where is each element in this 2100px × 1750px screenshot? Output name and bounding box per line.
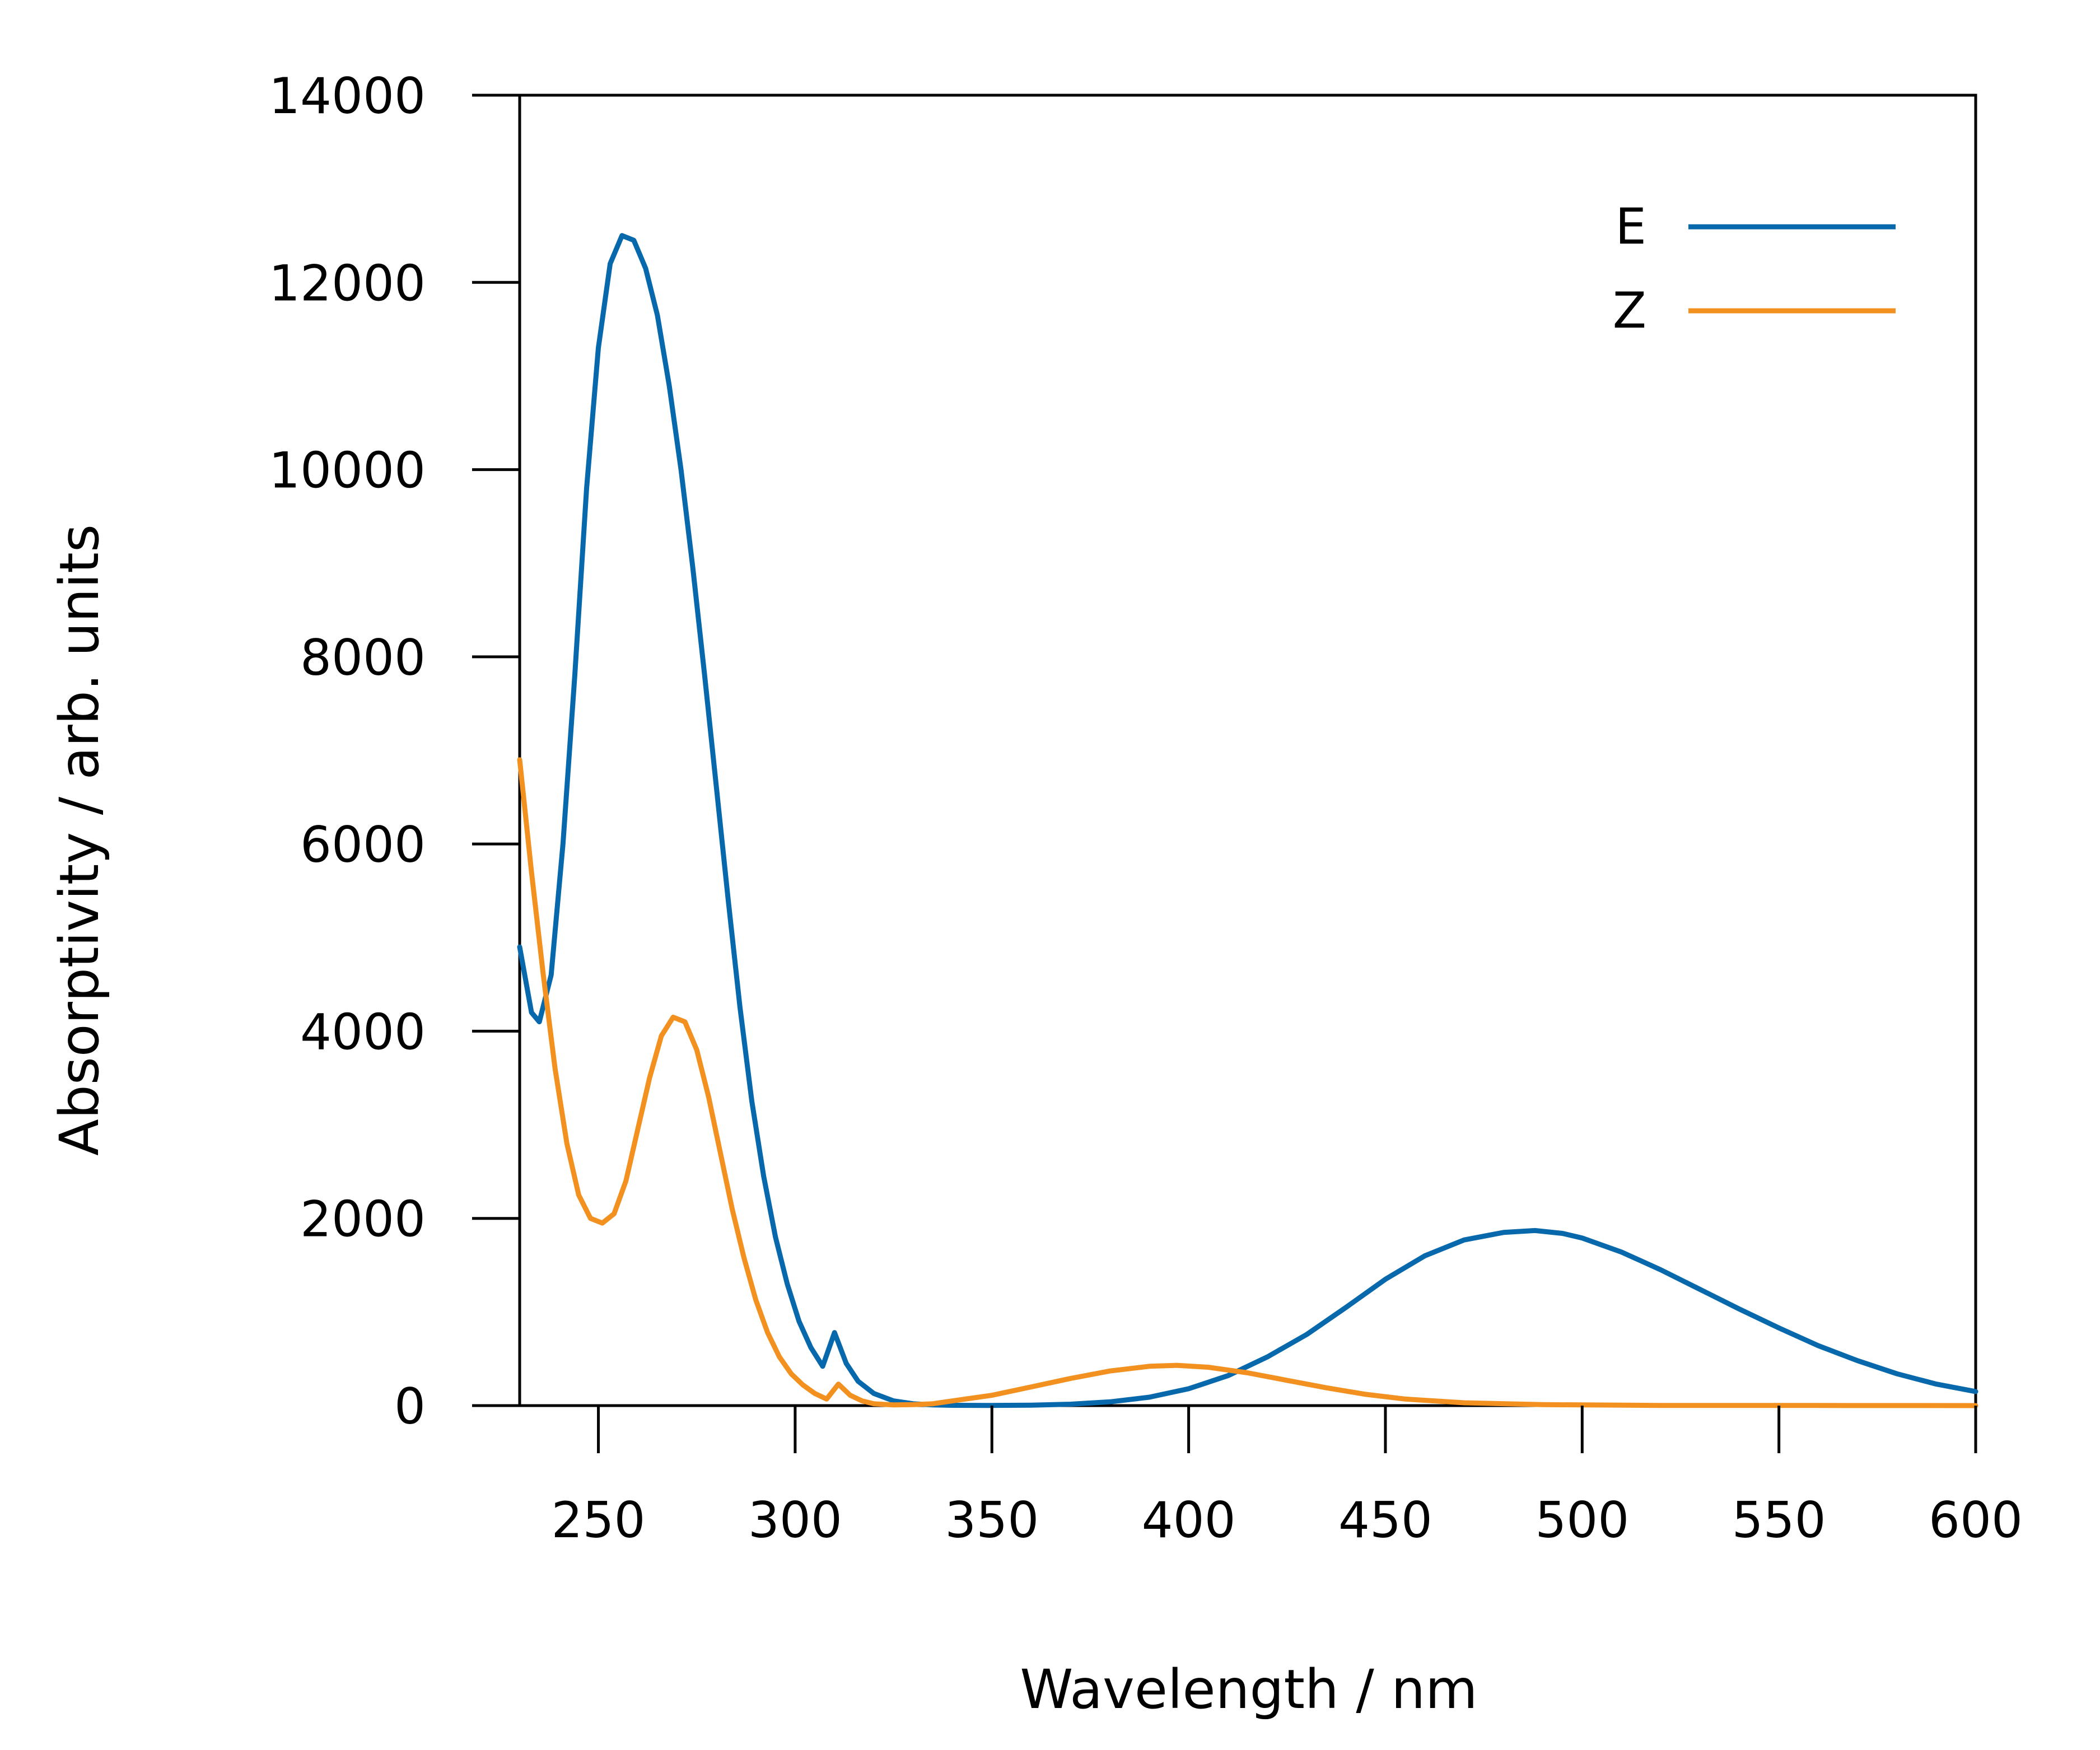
x-tick-label: 350 xyxy=(945,1491,1039,1549)
x-tick-label: 250 xyxy=(552,1491,646,1549)
y-tick-label: 8000 xyxy=(300,629,426,687)
series-line-e xyxy=(517,233,1978,1408)
y-tick-label: 4000 xyxy=(300,1003,426,1061)
plot-frame xyxy=(518,94,1977,1407)
legend-label-e: E xyxy=(1615,198,1646,255)
x-axis-title: Wavelength / nm xyxy=(1020,1658,1477,1721)
x-tick-label: 400 xyxy=(1142,1491,1236,1549)
plot-area-border xyxy=(518,94,1977,1407)
series-line-z xyxy=(517,757,1978,1408)
y-tick-label: 14000 xyxy=(269,67,426,125)
x-tick-label: 550 xyxy=(1732,1491,1826,1549)
x-tick-label: 600 xyxy=(1929,1491,2023,1549)
y-tick-label: 6000 xyxy=(300,816,426,874)
legend: EZ xyxy=(1613,198,1896,339)
y-tick-label: 12000 xyxy=(269,254,426,312)
y-tick-label: 2000 xyxy=(300,1191,426,1248)
x-tick-label: 450 xyxy=(1338,1491,1432,1549)
x-axis-ticks: 250 300 350 400 450 500 550 600 xyxy=(552,1406,2023,1549)
legend-label-z: Z xyxy=(1613,282,1646,339)
y-tick-label: 0 xyxy=(394,1378,426,1435)
x-tick-label: 500 xyxy=(1535,1491,1629,1549)
series-layer xyxy=(517,233,1978,1408)
y-axis-ticks: 0 2000 4000 6000 8000 10000 12000 14000 xyxy=(269,67,520,1435)
y-axis-title: Absorptivity / arb. units xyxy=(48,524,111,1156)
y-tick-label: 10000 xyxy=(269,442,426,500)
x-tick-label: 300 xyxy=(748,1491,842,1549)
